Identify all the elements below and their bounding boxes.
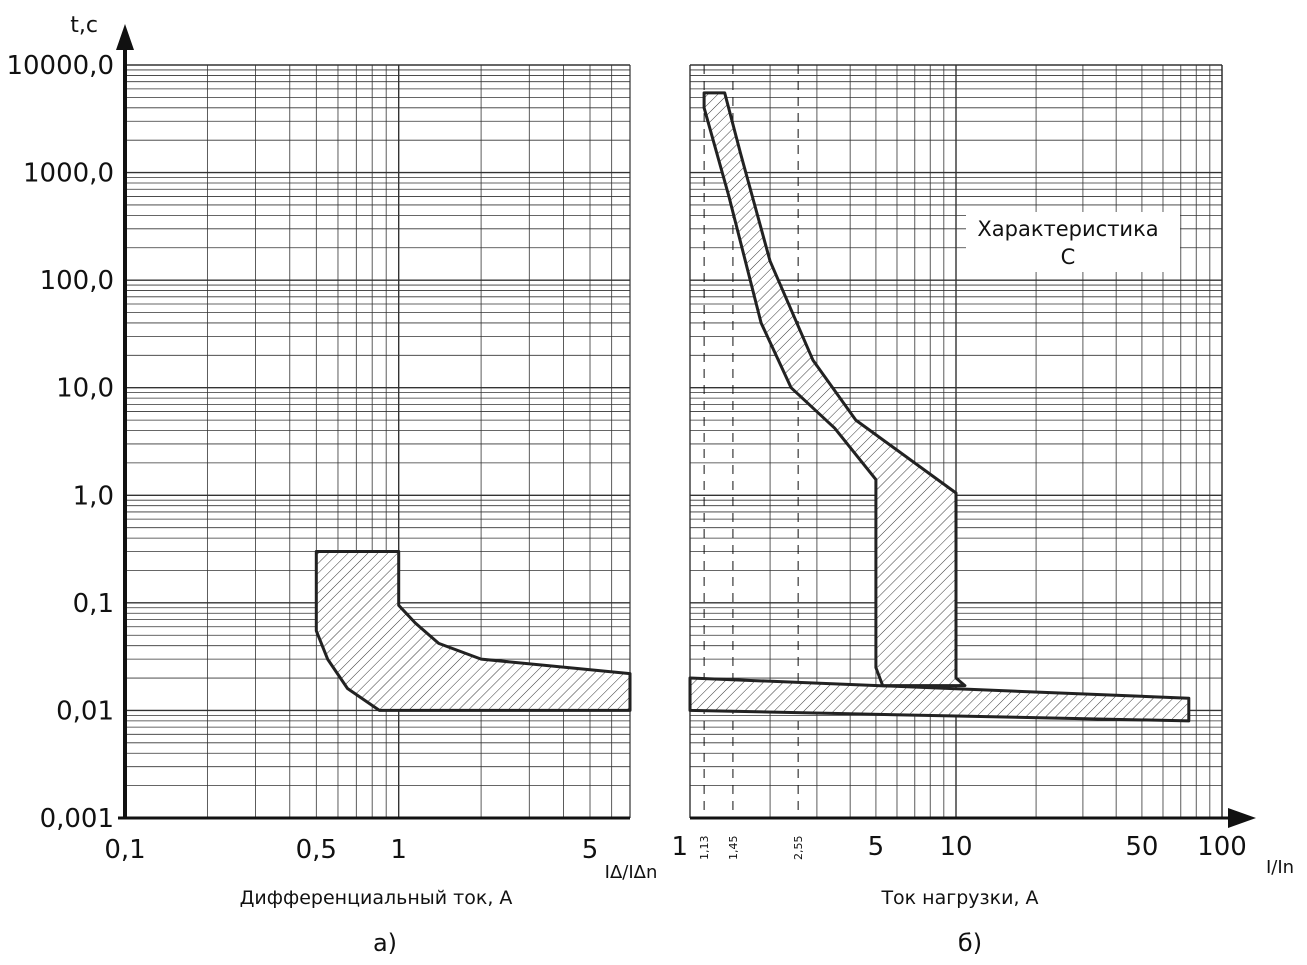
panel-b-x-tick-label: 100	[1197, 832, 1247, 862]
panel-b-annotation: Характеристика C	[966, 212, 1180, 272]
instant-trip-band	[688, 676, 1191, 723]
axes	[116, 24, 1256, 828]
x-axis-arrow	[1228, 808, 1256, 828]
y-tick-label: 10000,0	[6, 51, 114, 81]
panel-a-x-tick-label: 5	[582, 835, 599, 865]
y-tick-label: 0,1	[73, 589, 114, 619]
y-axis-label: t,c	[70, 13, 98, 38]
annotation-line2: C	[1061, 245, 1076, 269]
y-tick-label: 10,0	[56, 374, 114, 404]
panel-b-trip-bands	[688, 91, 1191, 723]
panel-a-x-axis-title: Дифференциальный ток, А	[240, 887, 513, 909]
y-tick-label: 0,001	[40, 804, 114, 834]
reference-line-label: 2,55	[792, 836, 805, 861]
panel-b-x-tick-label: 50	[1125, 832, 1158, 862]
y-tick-label: 0,01	[56, 696, 114, 726]
panel-a-label: а)	[373, 929, 397, 957]
characteristic-c-band	[702, 91, 967, 688]
annotation-line1: Характеристика	[977, 217, 1158, 241]
panel-a-x-tick-label: 0,5	[296, 835, 337, 865]
panel-a-x-tick-label: 1	[390, 835, 407, 865]
panel-b-label: б)	[958, 929, 982, 957]
panel-b-x-tick-label: 10	[939, 832, 972, 862]
rcd-trip-band	[314, 550, 632, 712]
panel-a-x-unit-label: IΔ/IΔn	[605, 862, 658, 883]
panel-b-x-tick-label: 5	[868, 832, 885, 862]
panel-b-x-tick-label: 1	[671, 832, 688, 862]
y-tick-label: 100,0	[40, 266, 114, 296]
panel-a-trip-band	[314, 550, 632, 712]
panel-b-x-unit-label: I/In	[1266, 857, 1294, 878]
y-axis-arrow	[116, 24, 134, 50]
y-tick-label: 1,0	[73, 481, 114, 511]
reference-line-label: 1,45	[727, 836, 740, 861]
y-tick-label: 1000,0	[23, 159, 114, 189]
panel-a-x-tick-label: 0,1	[104, 835, 145, 865]
panel-b-x-axis-title: Ток нагрузки, А	[880, 887, 1038, 909]
tick-labels: 10000,01000,0100,010,01,00,10,010,0010,1…	[6, 51, 1246, 865]
reference-line-label: 1,13	[698, 836, 711, 861]
